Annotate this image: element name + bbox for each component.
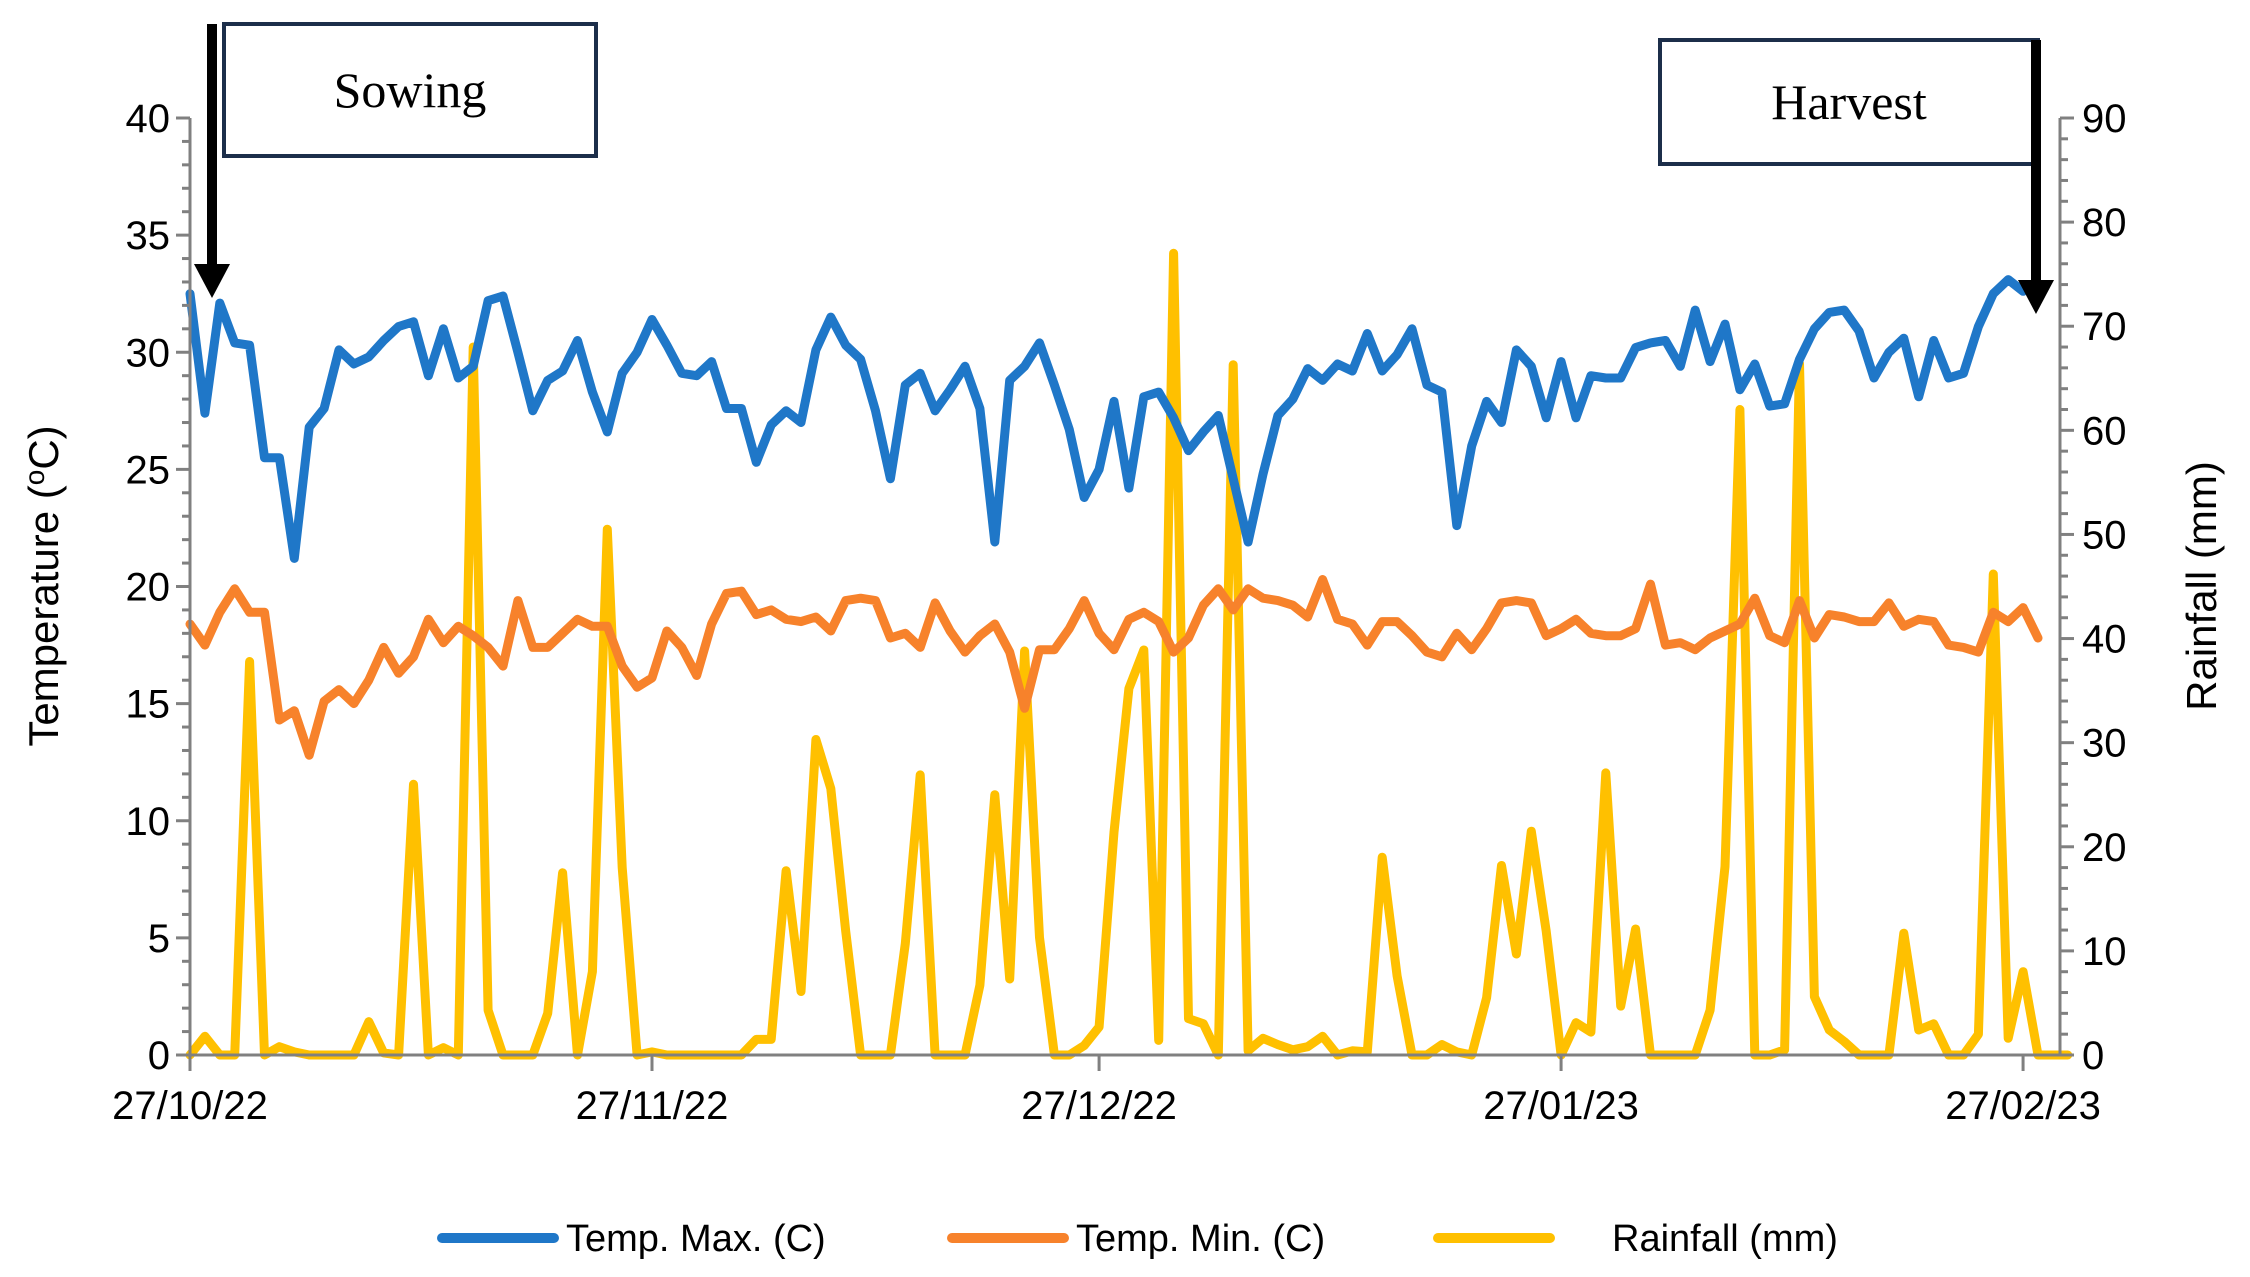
y-right-tick-label: 40	[2082, 618, 2127, 662]
x-tick-label: 27/11/22	[576, 1084, 729, 1128]
legend-label-temp-min-c: Temp. Min. (C)	[1076, 1218, 1325, 1260]
legend-label-temp-max-c: Temp. Max. (C)	[566, 1218, 826, 1260]
sowing-label-box	[222, 22, 598, 158]
y-right-axis-title: Rainfall (mm)	[2178, 461, 2225, 711]
sowing-arrow-head-icon	[194, 264, 230, 298]
y-right-tick-label: 50	[2082, 513, 2127, 557]
x-tick-label: 27/12/22	[1021, 1084, 1177, 1128]
plot-lines	[185, 248, 2073, 1060]
series-line-temp-max-c	[185, 275, 2028, 563]
series-line-temp-min-c	[185, 575, 2043, 760]
legend: Temp. Max. (C) Temp. Min. (C) Rainfall (mm…	[437, 1218, 1838, 1260]
x-tick-label: 27/02/23	[1945, 1084, 2101, 1128]
y-left-axis-title: Temperature (oC)	[19, 425, 67, 746]
harvest-arrow-head-icon	[2018, 280, 2054, 314]
y-left-tick-label: 15	[126, 683, 171, 727]
y-right-tick-label: 0	[2082, 1034, 2104, 1078]
x-tick-label: 27/10/22	[112, 1084, 268, 1128]
axes: 0 5 10 15 20 25 30 35 40 0 10 20 30 40 50 60 70 80 90 27/10…	[19, 97, 2225, 1128]
y-left-tick-label: 0	[148, 1034, 170, 1078]
y-right-tick-label: 60	[2082, 409, 2127, 453]
y-left-tick-label: 40	[126, 97, 171, 141]
y-right-tick-label: 20	[2082, 826, 2127, 870]
harvest-label-box	[1658, 38, 2040, 166]
y-right-tick-label: 30	[2082, 722, 2127, 766]
y-left-tick-label: 35	[126, 214, 171, 258]
y-left-tick-label: 30	[126, 331, 171, 375]
y-right-tick-label: 70	[2082, 305, 2127, 349]
y-left-tick-label: 20	[126, 566, 171, 610]
series-line-rainfall-mm	[185, 248, 2073, 1060]
sowing-label: Sowing	[334, 62, 487, 118]
y-left-tick-label: 25	[126, 448, 171, 492]
annotations: Sowing Harvest	[194, 22, 2054, 314]
y-left-tick-label: 10	[126, 800, 171, 844]
y-right-tick-label: 80	[2082, 201, 2127, 245]
x-tick-label: 27/01/23	[1483, 1084, 1639, 1128]
y-right-tick-label: 90	[2082, 97, 2127, 141]
y-right-tick-label: 10	[2082, 930, 2127, 974]
harvest-label: Harvest	[1771, 74, 1927, 130]
y-left-tick-label: 5	[148, 917, 170, 961]
legend-label-rainfall-mm: Rainfall (mm)	[1612, 1218, 1838, 1260]
